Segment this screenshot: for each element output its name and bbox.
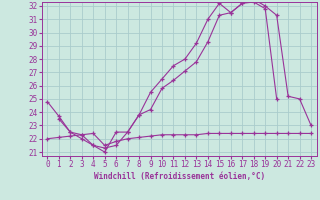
X-axis label: Windchill (Refroidissement éolien,°C): Windchill (Refroidissement éolien,°C) (94, 172, 265, 181)
